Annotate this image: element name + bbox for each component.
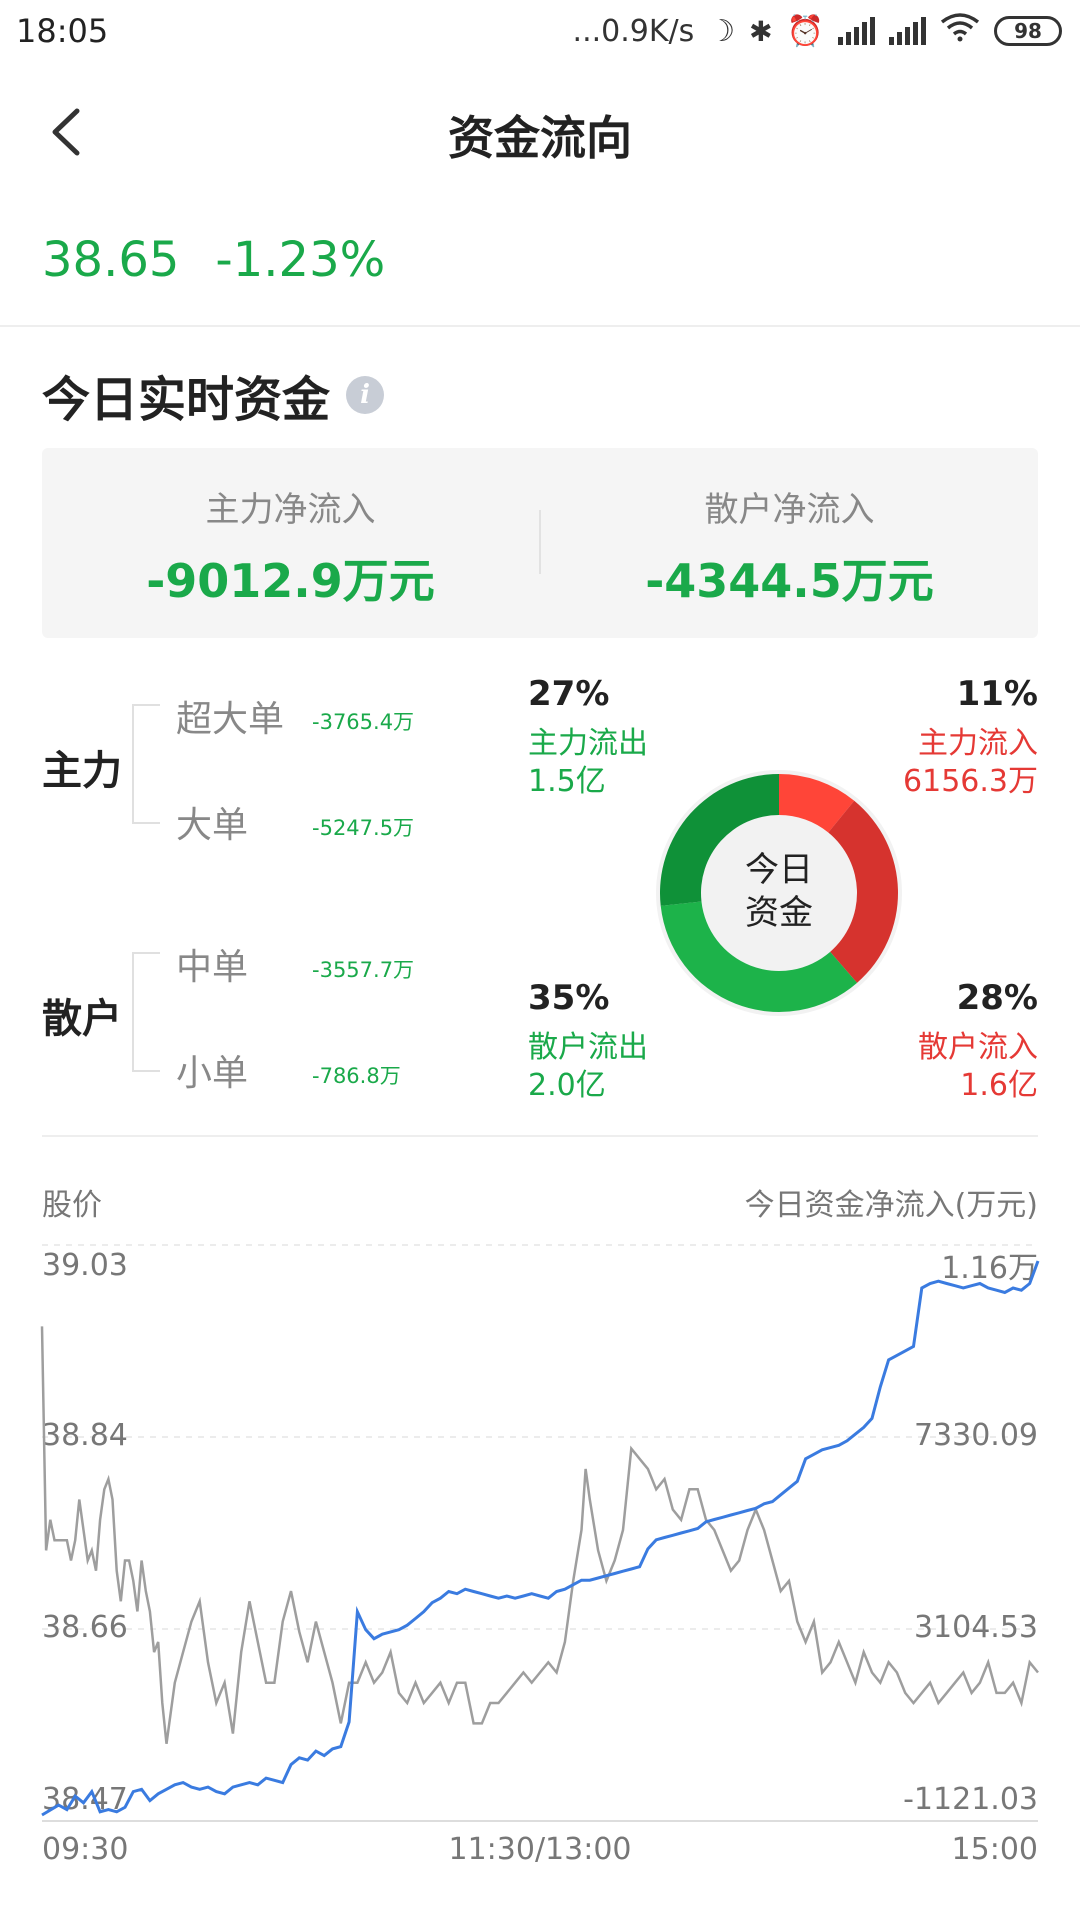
medium-order-label: 中单 <box>176 947 249 988</box>
left-tick-label: 39.03 <box>42 1248 128 1283</box>
net-inflow-series-line <box>41 1260 1040 1817</box>
status-time: 18:05 <box>16 12 109 50</box>
bluetooth-icon: ✱ <box>749 14 773 48</box>
moon-icon: ☽ <box>708 13 736 49</box>
large-order-value: -5247.5万 <box>312 816 415 840</box>
retail-net-inflow: 散户净流入 -4344.5万元 <box>541 448 1038 638</box>
order-breakdown: 主力 超大单 -3765.4万 大单 -5247.5万 散户 中单 -3557.… <box>42 660 522 1100</box>
signal-icon <box>838 17 875 45</box>
section-title: 今日实时资金 i <box>42 360 385 430</box>
price-series-line <box>40 1326 1039 1744</box>
retail-group-bracket <box>132 952 162 1072</box>
chart-right-header: 今日资金净流入(万元) <box>744 1188 1038 1223</box>
x-tick-label: 11:30/13:00 <box>448 1832 631 1867</box>
donut-center-line1: 今日 <box>745 850 813 890</box>
wifi-icon <box>940 12 980 50</box>
divider <box>42 1135 1038 1137</box>
main-group-label: 主力 <box>42 748 122 794</box>
medium-order-value: -3557.7万 <box>312 958 415 982</box>
status-bar: 18:05 ...0.9K/s ☽ ✱ ⏰ 98 <box>0 0 1080 66</box>
right-tick-label: -1121.03 <box>903 1782 1038 1817</box>
main-net-inflow: 主力净流入 -9012.9万元 <box>42 448 539 638</box>
left-tick-label: 38.84 <box>42 1418 128 1453</box>
retail-out-pct: 35% <box>528 978 610 1018</box>
donut-area: 27% 主力流出 1.5亿 11% 主力流入 6156.3万 35% 散户流出 … <box>520 670 1040 1110</box>
info-icon[interactable]: i <box>346 376 385 414</box>
right-tick-label: 3104.53 <box>914 1610 1038 1645</box>
main-out-label: 主力流出 <box>528 726 648 761</box>
retail-net-inflow-value: -4344.5万元 <box>645 554 934 608</box>
retail-out-label: 散户流出 <box>528 1030 648 1065</box>
chart-left-header: 股价 <box>42 1188 102 1223</box>
retail-in-amount: 1.6亿 <box>960 1068 1038 1103</box>
right-tick-label: 1.16万 <box>941 1251 1038 1286</box>
left-tick-label: 38.66 <box>42 1610 128 1645</box>
donut-segment-retail-in <box>828 800 898 983</box>
retail-group-label: 散户 <box>42 996 122 1042</box>
super-large-order-value: -3765.4万 <box>312 710 415 734</box>
main-out-amount: 1.5亿 <box>528 764 606 799</box>
right-tick-label: 7330.09 <box>914 1418 1038 1453</box>
large-order-label: 大单 <box>176 805 249 846</box>
main-group-bracket <box>132 704 162 824</box>
quote-row: 38.65 -1.23% <box>42 232 385 288</box>
change-pct: -1.23% <box>215 232 386 288</box>
main-in-label: 主力流入 <box>918 726 1038 761</box>
alarm-icon: ⏰ <box>786 13 824 49</box>
back-chevron-icon[interactable] <box>36 102 96 162</box>
fund-flow-line-chart: 39.03 38.84 38.66 38.47 1.16万 7330.09 31… <box>40 1244 1040 1867</box>
nav-bar: 资金流向 <box>0 66 1080 196</box>
retail-in-label: 散户流入 <box>918 1030 1038 1065</box>
x-tick-label: 09:30 <box>42 1832 128 1867</box>
divider <box>0 325 1080 327</box>
donut-center-line2: 资金 <box>745 893 813 933</box>
small-order-label: 小单 <box>176 1053 249 1094</box>
main-in-pct: 11% <box>956 674 1038 714</box>
fund-donut-chart: 今日 资金 <box>656 770 902 1016</box>
retail-in-pct: 28% <box>956 978 1038 1018</box>
summary-separator <box>539 510 541 574</box>
main-net-inflow-value: -9012.9万元 <box>146 554 435 608</box>
main-out-pct: 27% <box>528 674 610 714</box>
retail-net-inflow-label: 散户净流入 <box>704 490 875 530</box>
donut-segment-retail-out <box>660 901 858 1012</box>
section-title-text: 今日实时资金 <box>42 372 331 428</box>
super-large-order-label: 超大单 <box>176 699 285 740</box>
main-net-inflow-label: 主力净流入 <box>205 490 376 530</box>
hd-signal-icon <box>889 17 926 45</box>
donut-segment-main-out <box>660 774 779 906</box>
retail-out-amount: 2.0亿 <box>528 1068 606 1103</box>
network-speed: ...0.9K/s <box>572 13 695 49</box>
summary-box: 主力净流入 -9012.9万元 散户净流入 -4344.5万元 <box>42 448 1038 638</box>
page-title: 资金流向 <box>448 111 632 165</box>
x-tick-label: 15:00 <box>952 1832 1038 1867</box>
small-order-value: -786.8万 <box>312 1064 401 1088</box>
main-in-amount: 6156.3万 <box>903 764 1038 799</box>
price: 38.65 <box>42 232 180 288</box>
battery-icon: 98 <box>994 16 1062 46</box>
donut-segment-main-in <box>779 774 855 833</box>
status-icons: ...0.9K/s ☽ ✱ ⏰ 98 <box>573 12 1062 50</box>
